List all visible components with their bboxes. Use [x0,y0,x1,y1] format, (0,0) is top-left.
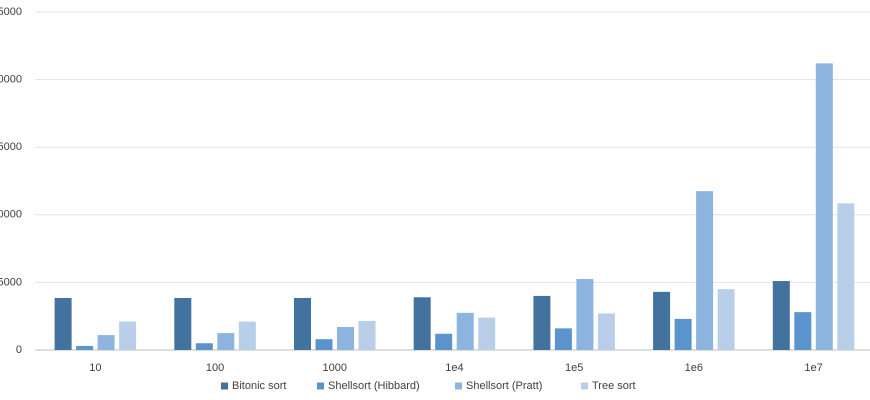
legend-label: Bitonic sort [232,380,286,392]
bar [315,339,333,350]
bar [238,321,256,350]
x-tick-label: 1e5 [565,362,583,374]
y-tick-label: 10000 [0,209,22,221]
bar [217,333,235,350]
y-tick-label: 5000 [0,276,22,288]
x-tick-label: 1e6 [685,362,703,374]
legend-label: Shellsort (Hibbard) [328,380,420,392]
bar [533,295,551,350]
x-tick-label: 100 [206,362,224,374]
y-tick-label: 25000 [0,6,22,18]
bar [674,318,692,350]
legend-swatch [455,382,462,390]
bar [696,191,714,350]
bar [456,312,474,350]
bar [76,345,94,350]
y-tick-label: 15000 [0,141,22,153]
bar [717,289,735,350]
x-tick-label: 1e4 [445,362,463,374]
bar [772,281,790,350]
bar [294,297,311,350]
bar [478,317,496,350]
bar [576,279,594,350]
y-tick-label: 20000 [0,74,22,86]
legend-label: Shellsort (Pratt) [466,380,542,392]
x-tick-label: 10 [89,362,101,374]
bar [358,320,376,350]
bar [119,321,137,350]
bar [195,343,213,350]
x-tick-label: 1000 [323,362,347,374]
legend-label: Tree sort [592,380,636,392]
bar [653,291,671,350]
bar [54,297,72,350]
bar [815,63,833,350]
legend-swatch [317,382,324,390]
y-tick-label: 0 [16,344,22,356]
legend-swatch [581,382,588,390]
bar [174,297,192,350]
bar [413,297,431,350]
bar [794,312,812,350]
legend-swatch [221,382,228,390]
bar [554,328,572,350]
bar [597,313,615,350]
bar [97,335,115,350]
bar [337,327,354,350]
bar [837,203,855,350]
bar [435,333,453,350]
x-tick-label: 1e7 [804,362,822,374]
